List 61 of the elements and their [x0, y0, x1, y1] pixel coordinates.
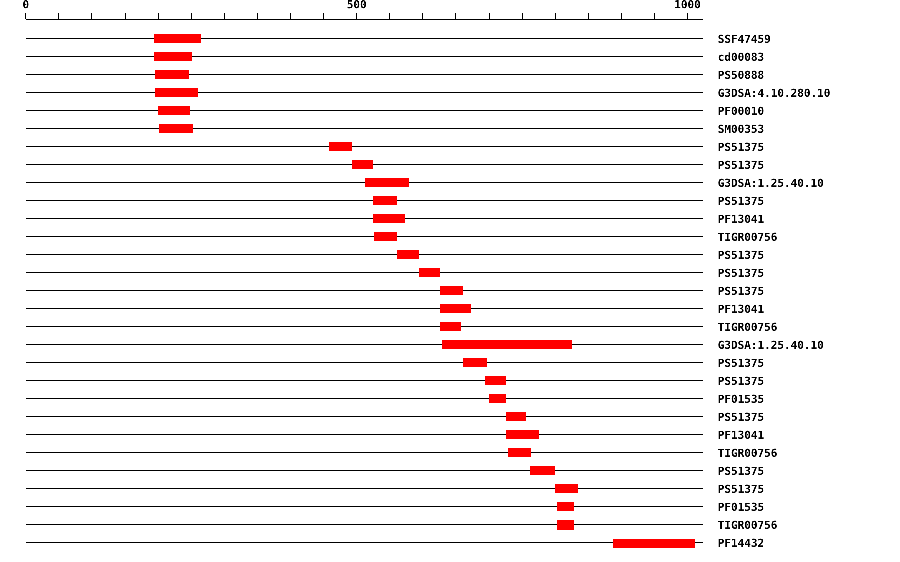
bar [557, 520, 574, 530]
y-tick-label: TIGR00756 [718, 320, 778, 334]
bar [485, 376, 506, 385]
bar [397, 250, 419, 259]
bar [506, 430, 539, 439]
y-tick-label: PF01535 [718, 392, 764, 406]
bar [373, 214, 405, 223]
y-tick-label: PS51375 [718, 140, 764, 154]
x-tick-label: 1000 [674, 0, 702, 12]
bar [555, 484, 578, 493]
y-tick-label: PS51375 [718, 248, 764, 262]
bar [159, 124, 193, 133]
y-tick-label: G3DSA:4.10.280.10 [718, 86, 831, 100]
y-tick-label: PS51375 [718, 356, 764, 370]
y-tick-label: SM00353 [718, 122, 764, 136]
y-tick-label: PS51375 [718, 284, 764, 298]
y-tick-label: PS51375 [718, 194, 764, 208]
bar [374, 232, 397, 241]
y-tick-label: PF13041 [718, 302, 765, 316]
bar [613, 539, 695, 548]
bar [506, 412, 526, 421]
bar [158, 106, 190, 115]
bar [155, 88, 198, 97]
y-tick-label: G3DSA:1.25.40.10 [718, 176, 824, 190]
bar [508, 448, 531, 457]
bar [155, 70, 189, 79]
y-tick-label: PF14432 [718, 536, 764, 550]
bar [557, 502, 574, 511]
bar [489, 394, 506, 403]
y-tick-label: TIGR00756 [718, 518, 778, 532]
bar [440, 322, 461, 331]
x-tick-label: 0 [22, 0, 30, 12]
bar [440, 286, 463, 295]
x-tick-label: 500 [346, 0, 367, 12]
y-tick-label: TIGR00756 [718, 230, 778, 244]
bar [154, 52, 192, 61]
y-tick-label: PS51375 [718, 374, 764, 388]
bar [440, 304, 471, 313]
y-tick-label: cd00083 [718, 50, 764, 64]
y-tick-label: G3DSA:1.25.40.10 [718, 338, 824, 352]
bar [329, 142, 352, 151]
y-tick-label: PF01535 [718, 500, 764, 514]
y-tick-label: PF00010 [718, 104, 764, 118]
bar [365, 178, 409, 187]
y-tick-label: PS51375 [718, 410, 764, 424]
y-tick-label: PS51375 [718, 158, 764, 172]
y-tick-label: PS51375 [718, 266, 764, 280]
y-tick-label: TIGR00756 [718, 446, 778, 460]
y-tick-label: PS51375 [718, 482, 764, 496]
bar [463, 358, 487, 367]
y-tick-label: PS51375 [718, 464, 764, 478]
bar [530, 466, 555, 475]
bar [373, 196, 397, 205]
y-tick-label: SSF47459 [718, 32, 771, 46]
y-tick-label: PF13041 [718, 428, 765, 442]
y-tick-label: PS50888 [718, 68, 764, 82]
bar [352, 160, 373, 169]
y-tick-label: PF13041 [718, 212, 765, 226]
bar [419, 268, 440, 277]
bar [442, 340, 572, 349]
bar [154, 34, 201, 43]
